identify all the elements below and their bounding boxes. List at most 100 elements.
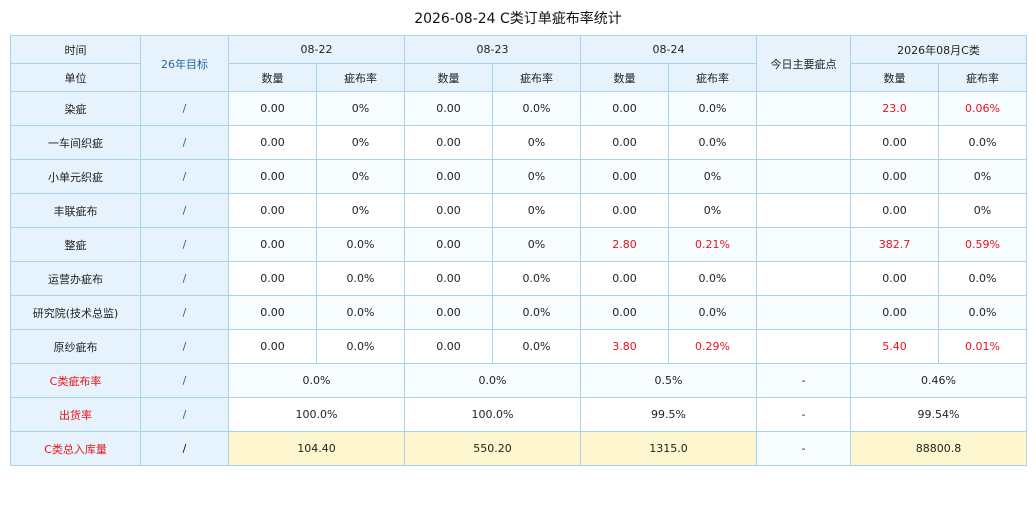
summary-day-cell: 104.40 (228, 431, 405, 466)
summary-day-cell: 99.5% (580, 397, 757, 432)
qty-cell: 2.80 (580, 227, 669, 262)
page-title: 2026-08-24 C类订单疵布率统计 (414, 11, 622, 27)
table-row: 运营办疵布 / 0.00 0.0% 0.00 0.0% 0.00 0.0% 0.… (10, 261, 1027, 296)
qty-cell: 0.00 (404, 193, 493, 228)
month-qty-cell: 382.7 (850, 227, 939, 262)
qty-cell: 0.00 (580, 91, 669, 126)
rate-cell: 0% (492, 125, 581, 160)
summary-month-cell: 0.46% (850, 363, 1027, 398)
main-defect-cell (756, 125, 851, 160)
unit-header: 单位 (10, 63, 141, 92)
month-header: 2026年08月C类 (850, 35, 1027, 64)
main-defect-header: 今日主要疵点 (756, 35, 851, 92)
main-defect-cell (756, 91, 851, 126)
rate-cell: 0% (668, 159, 757, 194)
table-row: 一车间织疵 / 0.00 0% 0.00 0% 0.00 0.0% 0.00 0… (10, 125, 1027, 160)
main-defect-cell (756, 261, 851, 296)
rate-cell: 0% (492, 193, 581, 228)
table-row: 研究院(技术总监) / 0.00 0.0% 0.00 0.0% 0.00 0.0… (10, 295, 1027, 330)
main-defect-cell (756, 295, 851, 330)
rate-cell: 0.29% (668, 329, 757, 364)
qty-cell: 0.00 (228, 227, 317, 262)
rate-cell: 0% (316, 193, 405, 228)
rate-cell: 0.21% (668, 227, 757, 262)
main-defect-cell (756, 193, 851, 228)
summary-day-cell: 550.20 (404, 431, 581, 466)
target-cell: / (140, 193, 229, 228)
main-defect-cell (756, 159, 851, 194)
qty-cell: 0.00 (580, 261, 669, 296)
unit-cell: 染疵 (10, 91, 141, 126)
table-row: 小单元织疵 / 0.00 0% 0.00 0% 0.00 0% 0.00 0% (10, 159, 1027, 194)
qty-cell: 0.00 (228, 295, 317, 330)
main-defect-cell: - (756, 363, 851, 398)
month-rate-cell: 0.59% (938, 227, 1027, 262)
target-cell: / (140, 397, 229, 432)
qty-cell: 0.00 (404, 125, 493, 160)
month-qty-cell: 0.00 (850, 125, 939, 160)
summary-row-shipment-rate: 出货率 / 100.0% 100.0% 99.5% - 99.54% (10, 397, 1027, 432)
time-header: 时间 (10, 35, 141, 64)
table-row: 染疵 / 0.00 0% 0.00 0.0% 0.00 0.0% 23.0 0.… (10, 91, 1027, 126)
qty-header: 数量 (850, 63, 939, 92)
target-cell: / (140, 159, 229, 194)
summary-day-cell: 0.0% (404, 363, 581, 398)
summary-label: C类总入库量 (10, 431, 141, 466)
rate-cell: 0% (316, 125, 405, 160)
unit-cell: 丰联疵布 (10, 193, 141, 228)
month-qty-cell: 0.00 (850, 159, 939, 194)
qty-cell: 0.00 (228, 329, 317, 364)
rate-cell: 0% (668, 193, 757, 228)
rate-cell: 0.0% (492, 91, 581, 126)
unit-cell: 原纱疵布 (10, 329, 141, 364)
qty-cell: 0.00 (228, 125, 317, 160)
rate-cell: 0% (316, 91, 405, 126)
header-row-dates: 时间 26年目标 08-22 08-23 08-24 今日主要疵点 2026年0… (10, 35, 1027, 92)
month-rate-cell: 0% (938, 193, 1027, 228)
summary-day-cell: 100.0% (404, 397, 581, 432)
target-cell: / (140, 295, 229, 330)
main-defect-cell (756, 227, 851, 262)
qty-cell: 3.80 (580, 329, 669, 364)
rate-cell: 0.0% (316, 227, 405, 262)
qty-cell: 0.00 (228, 261, 317, 296)
qty-header: 数量 (228, 63, 317, 92)
rate-cell: 0.0% (668, 91, 757, 126)
month-qty-cell: 0.00 (850, 193, 939, 228)
rate-cell: 0.0% (316, 329, 405, 364)
qty-cell: 0.00 (404, 295, 493, 330)
target-cell: / (140, 261, 229, 296)
month-rate-cell: 0.0% (938, 125, 1027, 160)
unit-cell: 研究院(技术总监) (10, 295, 141, 330)
qty-cell: 0.00 (580, 193, 669, 228)
table-row: 丰联疵布 / 0.00 0% 0.00 0% 0.00 0% 0.00 0% (10, 193, 1027, 228)
month-qty-cell: 5.40 (850, 329, 939, 364)
target-cell: / (140, 125, 229, 160)
qty-header: 数量 (404, 63, 493, 92)
defect-rate-table: 时间 26年目标 08-22 08-23 08-24 今日主要疵点 2026年0… (10, 35, 1027, 466)
summary-label: 出货率 (10, 397, 141, 432)
month-qty-cell: 0.00 (850, 261, 939, 296)
date-header-1: 08-22 (228, 35, 405, 64)
target-header: 26年目标 (140, 35, 229, 92)
summary-month-cell: 88800.8 (850, 431, 1027, 466)
summary-label: C类疵布率 (10, 363, 141, 398)
rate-header: 疵布率 (492, 63, 581, 92)
summary-row-total-inbound: C类总入库量 / 104.40 550.20 1315.0 - 88800.8 (10, 431, 1027, 466)
rate-header: 疵布率 (938, 63, 1027, 92)
table-row: 原纱疵布 / 0.00 0.0% 0.00 0.0% 3.80 0.29% 5.… (10, 329, 1027, 364)
date-header-2: 08-23 (404, 35, 581, 64)
month-qty-cell: 0.00 (850, 295, 939, 330)
summary-row-defect-rate: C类疵布率 / 0.0% 0.0% 0.5% - 0.46% (10, 363, 1027, 398)
summary-day-cell: 0.0% (228, 363, 405, 398)
qty-cell: 0.00 (228, 193, 317, 228)
rate-cell: 0.0% (492, 329, 581, 364)
qty-cell: 0.00 (404, 261, 493, 296)
month-rate-cell: 0.01% (938, 329, 1027, 364)
unit-cell: 整疵 (10, 227, 141, 262)
summary-month-cell: 99.54% (850, 397, 1027, 432)
unit-cell: 运营办疵布 (10, 261, 141, 296)
rate-cell: 0.0% (492, 261, 581, 296)
rate-cell: 0.0% (668, 295, 757, 330)
rate-cell: 0% (492, 159, 581, 194)
